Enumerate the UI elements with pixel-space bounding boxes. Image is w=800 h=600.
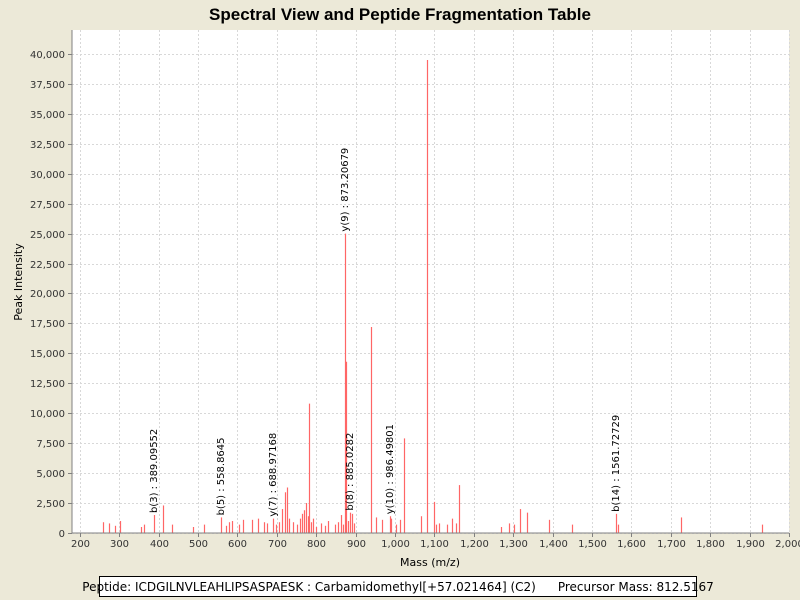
axes — [71, 30, 789, 534]
plot-area — [72, 30, 789, 533]
y-axis-label: Peak Intensity — [12, 243, 25, 321]
y-tick-label: 10,000 — [30, 409, 65, 420]
y-tick-label: 35,000 — [30, 110, 65, 121]
y-tick-label: 0 — [59, 529, 65, 540]
x-tick-label: 500 — [189, 539, 208, 550]
y-tick-label: 32,500 — [30, 140, 65, 151]
peak-annotation: y(9) : 873.20679 — [340, 148, 351, 232]
x-tick-label: 700 — [268, 539, 287, 550]
chart-title: Spectral View and Peptide Fragmentation … — [209, 5, 591, 24]
y-tick-label: 40,000 — [30, 50, 65, 61]
y-tick-label: 22,500 — [30, 260, 65, 271]
x-tick-label: 1,900 — [736, 539, 765, 550]
peak-annotation: y(7) : 688.97168 — [268, 433, 279, 517]
peak-annotation: b(5) : 558.8645 — [216, 437, 227, 515]
y-tick-label: 17,500 — [30, 319, 65, 330]
peptide-info: Peptide: ICDGILNVLEAHLIPSASPAESK : Carba… — [82, 579, 536, 594]
peak-annotation: b(8) : 885.0282 — [345, 433, 356, 511]
peak-annotation: y(10) : 986.49801 — [385, 424, 396, 514]
y-tick-label: 30,000 — [30, 170, 65, 181]
peak-annotations: b(3) : 389.09552 b(5) : 558.8645 y(7) : 68… — [149, 148, 622, 517]
y-tick-label: 12,500 — [30, 379, 65, 390]
x-tick-label: 800 — [307, 539, 326, 550]
x-tick-label: 1,000 — [381, 539, 410, 550]
y-tick-label: 25,000 — [30, 230, 65, 241]
x-tick-label: 1,200 — [460, 539, 489, 550]
x-tick-label: 1,400 — [539, 539, 568, 550]
x-tick-label: 200 — [71, 539, 90, 550]
y-tick-label: 15,000 — [30, 349, 65, 360]
precursor-mass: Precursor Mass: 812.5167 — [557, 579, 714, 594]
y-tick-label: 7,500 — [36, 439, 65, 450]
y-tick-label: 2,500 — [36, 499, 65, 510]
x-ticks: 200 300 400 500 600 700 800 900 1,000 1,100 1,200 1… — [71, 533, 800, 550]
x-tick-label: 600 — [228, 539, 247, 550]
x-tick-label: 1,500 — [578, 539, 607, 550]
x-tick-label: 1,600 — [617, 539, 646, 550]
x-tick-label: 1,800 — [696, 539, 725, 550]
y-tick-label: 20,000 — [30, 289, 65, 300]
y-tick-label: 37,500 — [30, 80, 65, 91]
x-axis-label: Mass (m/z) — [400, 556, 460, 569]
x-tick-label: 400 — [150, 539, 169, 550]
y-tick-label: 27,500 — [30, 200, 65, 211]
x-tick-label: 1,100 — [420, 539, 449, 550]
peak-annotation: b(3) : 389.09552 — [149, 429, 160, 513]
footer-info-box: Peptide: ICDGILNVLEAHLIPSASPAESK : Carba… — [82, 576, 714, 597]
peaks — [102, 59, 764, 533]
x-tick-label: 300 — [110, 539, 129, 550]
x-tick-label: 2,000 — [775, 539, 800, 550]
x-tick-label: 1,700 — [657, 539, 686, 550]
y-tick-label: 5,000 — [36, 469, 65, 480]
x-tick-label: 1,300 — [499, 539, 528, 550]
y-ticks: 0 2,500 5,000 7,500 10,000 12,500 15,000 17,500… — [30, 50, 72, 540]
x-tick-label: 900 — [347, 539, 366, 550]
peak-annotation: b(14) : 1561.72729 — [611, 415, 622, 512]
